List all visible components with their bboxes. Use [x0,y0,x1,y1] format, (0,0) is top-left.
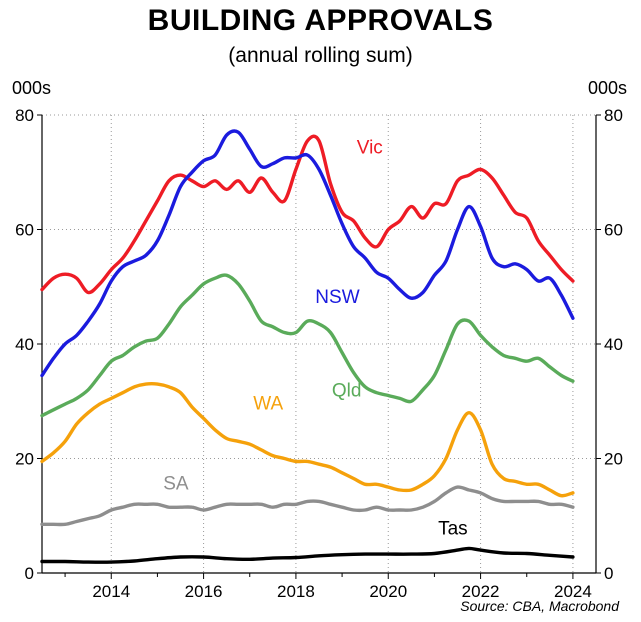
x-tick-label: 2018 [277,582,315,601]
series-lines [40,129,575,564]
gridlines [42,114,596,573]
chart-subtitle: (annual rolling sum) [228,44,413,67]
y-tick-label-left: 0 [25,564,34,583]
series-label-qld: Qld [332,381,362,402]
series-labels: Vic NSW Qld WA SA Tas [163,137,467,539]
series-line-qld [40,273,575,418]
x-tick-label: 2014 [92,582,130,601]
y-tick-label-right: 60 [604,221,623,240]
series-line-sa [40,485,575,527]
y-tick-label-left: 40 [15,335,34,354]
series-label-nsw: NSW [315,287,359,308]
series-line-wa [40,382,575,498]
y-tick-label-right: 20 [604,450,623,469]
chart-title: BUILDING APPROVALS [147,4,494,37]
x-tick-label: 2016 [185,582,223,601]
series-label-sa: SA [163,473,189,494]
series-line-tas [40,546,575,564]
y-axis-unit-right: 000s [587,78,627,98]
y-tick-label-left: 20 [15,450,34,469]
x-tick-label: 2020 [369,582,407,601]
y-axis-unit-left: 000s [12,78,52,98]
y-tick-label-right: 0 [604,564,613,583]
series-line-nsw [40,129,575,378]
y-tick-label-right: 80 [604,106,623,125]
series-line-vic [40,134,575,295]
series-label-vic: Vic [357,137,383,158]
x-tick-label: 2022 [462,582,500,601]
source-note: Source: CBA, Macrobond [460,598,619,614]
series-label-tas: Tas [438,519,468,540]
series-label-wa: WA [253,393,283,414]
y-tick-label-left: 80 [15,106,34,125]
y-tick-label-left: 60 [15,221,34,240]
x-tick-label: 2024 [554,582,592,601]
y-tick-label-right: 40 [604,335,623,354]
